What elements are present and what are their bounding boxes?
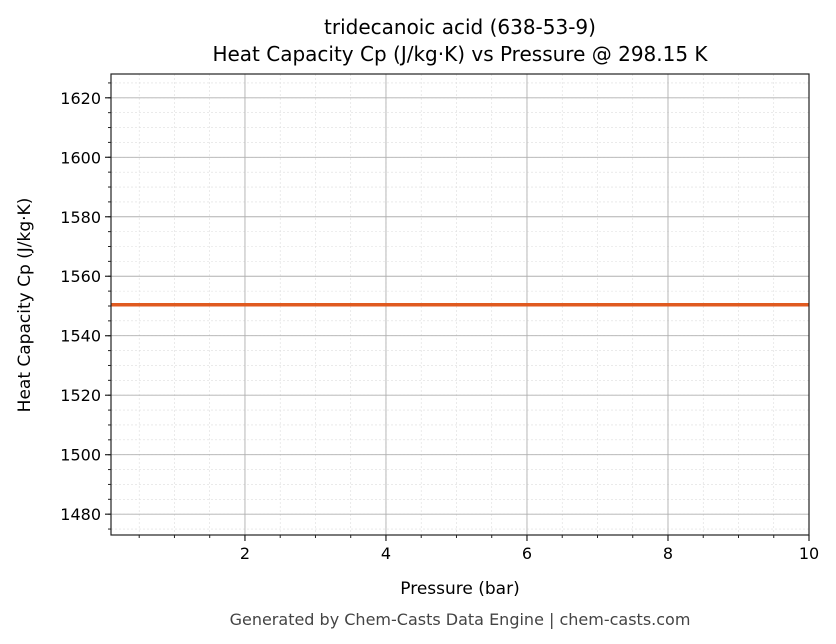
y-tick-label: 1600 <box>60 148 101 167</box>
y-tick-label: 1500 <box>60 446 101 465</box>
y-tick-label: 1540 <box>60 327 101 346</box>
y-tick-label: 1520 <box>60 386 101 405</box>
x-tick-label: 8 <box>663 544 673 563</box>
y-tick-label: 1580 <box>60 208 101 227</box>
x-axis-label: Pressure (bar) <box>400 579 519 599</box>
y-tick-label: 1480 <box>60 505 101 524</box>
x-tick-label: 10 <box>799 544 819 563</box>
plot-frame <box>110 73 810 536</box>
footer-credit: Generated by Chem-Casts Data Engine | ch… <box>230 610 691 629</box>
x-tick-label: 2 <box>240 544 250 563</box>
chart-title: tridecanoic acid (638-53-9) <box>324 15 596 39</box>
y-tick-label: 1560 <box>60 267 101 286</box>
major-grid <box>111 74 810 535</box>
y-axis-label: Heat Capacity Cp (J/kg·K) <box>15 198 35 413</box>
ticks: 2 4 6 8 10 1480 1500 1520 1540 1560 1580 1600 1620 <box>60 82 819 563</box>
y-tick-label: 1620 <box>60 89 101 108</box>
chart-subtitle: Heat Capacity Cp (J/kg·K) vs Pressure @ … <box>212 42 708 66</box>
x-tick-label: 6 <box>522 544 532 563</box>
x-tick-label: 4 <box>381 544 391 563</box>
